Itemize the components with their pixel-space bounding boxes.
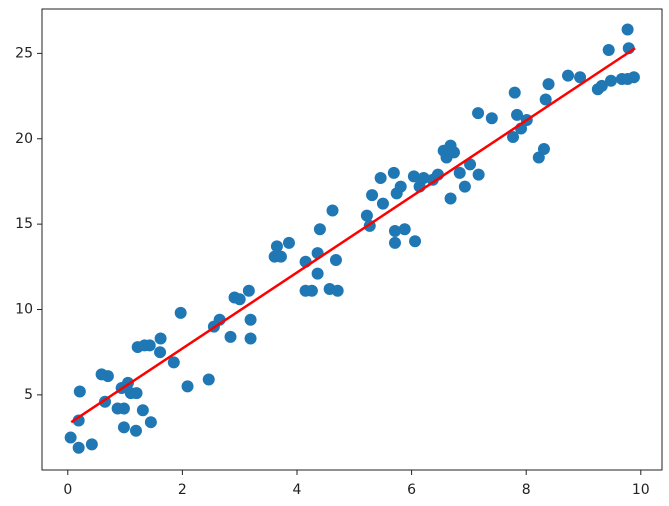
x-tick-label: 8 — [522, 482, 531, 498]
point — [376, 197, 389, 210]
plot-frame — [41, 8, 663, 471]
point — [282, 236, 295, 249]
point — [407, 170, 420, 183]
point — [331, 284, 344, 297]
y-tick-label: 25 — [15, 45, 33, 61]
point — [202, 373, 215, 386]
point — [472, 168, 485, 181]
point — [305, 284, 318, 297]
point — [224, 330, 237, 343]
x-tick-label: 6 — [407, 482, 416, 498]
point — [627, 71, 640, 84]
point — [326, 204, 339, 217]
point — [472, 107, 485, 120]
point — [444, 192, 457, 205]
point — [464, 158, 477, 171]
point — [595, 79, 608, 92]
point — [485, 112, 498, 125]
point — [72, 441, 85, 454]
x-tick-label: 0 — [63, 482, 72, 498]
y-tick-label: 20 — [15, 131, 33, 147]
y-tick-label: 10 — [15, 302, 33, 318]
x-tick-label: 2 — [178, 482, 187, 498]
point — [242, 284, 255, 297]
point — [539, 93, 552, 106]
point — [73, 385, 86, 398]
x-tick-label: 4 — [293, 482, 302, 498]
point — [447, 146, 460, 159]
point — [154, 346, 167, 359]
point — [144, 416, 157, 429]
x-tick-label: 10 — [632, 482, 650, 498]
point — [244, 313, 257, 326]
point — [394, 180, 407, 193]
point — [537, 143, 550, 156]
point — [117, 421, 130, 434]
point — [130, 387, 143, 400]
point — [453, 166, 466, 179]
point — [409, 235, 422, 248]
fit-line — [70, 47, 636, 424]
point — [270, 240, 283, 253]
point — [129, 424, 142, 437]
point — [329, 253, 342, 266]
point — [507, 131, 520, 144]
y-tick-label: 15 — [15, 216, 33, 232]
point — [117, 402, 130, 415]
point — [154, 332, 167, 345]
point — [244, 332, 257, 345]
point — [167, 356, 180, 369]
point — [508, 86, 521, 99]
point — [542, 78, 555, 91]
point — [181, 380, 194, 393]
point — [458, 180, 471, 193]
point — [101, 370, 114, 383]
point — [64, 431, 77, 444]
point — [387, 166, 400, 179]
point — [417, 172, 430, 185]
point — [374, 172, 387, 185]
point — [366, 189, 379, 202]
point — [388, 236, 401, 249]
point — [274, 250, 287, 263]
point — [602, 43, 615, 56]
point — [72, 414, 85, 427]
point — [233, 293, 246, 306]
point — [311, 267, 324, 280]
point — [313, 223, 326, 236]
point — [621, 23, 634, 36]
point — [605, 74, 618, 87]
point — [85, 438, 98, 451]
point — [388, 224, 401, 237]
point — [174, 306, 187, 319]
point — [574, 71, 587, 84]
y-tick-label: 5 — [24, 387, 33, 403]
point — [143, 339, 156, 352]
point — [398, 223, 411, 236]
point — [511, 108, 524, 121]
point — [360, 209, 373, 222]
point — [562, 69, 575, 82]
point — [136, 404, 149, 417]
